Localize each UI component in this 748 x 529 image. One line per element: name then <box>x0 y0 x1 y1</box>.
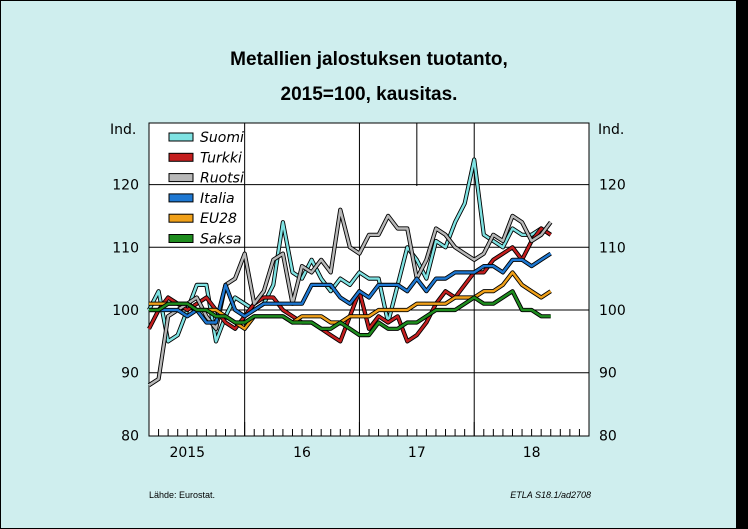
axis-labels: 80 80 90 90 100 100 110 110 120 120 2015 16 17 18 <box>112 178 625 461</box>
credit-note: ETLA S18.1/ad2708 <box>510 490 591 500</box>
legend-swatch <box>168 193 194 203</box>
series-line <box>147 158 552 343</box>
legend-swatch <box>168 152 194 162</box>
x-year-label: 17 <box>408 445 426 461</box>
y-tick-left: 120 <box>112 178 139 194</box>
legend-label: Ruotsi <box>200 171 244 187</box>
chart-title: Metallien jalostuksen tuotanto, <box>230 49 508 70</box>
legend-label: Italia <box>200 191 235 207</box>
chart-frame: Metallien jalostuksen tuotanto, 2015=100… <box>1 1 736 528</box>
series-line <box>149 290 551 337</box>
y-tick-right: 110 <box>599 240 626 256</box>
series-line <box>148 208 552 387</box>
series-suomi <box>147 157 552 344</box>
y-tick-left: 100 <box>112 303 139 319</box>
legend-label: EU28 <box>200 211 237 227</box>
right-axis-unit: Ind. <box>598 122 624 138</box>
legend-item-italia: Italia <box>168 191 235 207</box>
legend-label: Suomi <box>200 130 244 146</box>
legend-label: Saksa <box>200 232 241 248</box>
y-tick-left: 90 <box>121 366 139 382</box>
series-line <box>149 252 552 324</box>
legend-label: Turkki <box>200 150 242 166</box>
legend-swatch <box>168 132 194 142</box>
series-italia <box>149 251 552 325</box>
y-tick-right: 100 <box>599 303 626 319</box>
grid-lines <box>149 123 589 436</box>
x-year-label: 2015 <box>169 445 205 461</box>
legend-item-suomi: Suomi <box>168 130 244 146</box>
legend-item-saksa: Saksa <box>168 232 241 248</box>
legend-item-ruotsi: Ruotsi <box>168 171 244 187</box>
chart-subtitle: 2015=100, kausitas. <box>281 84 458 105</box>
y-tick-right: 120 <box>599 178 626 194</box>
x-year-label: 16 <box>293 445 311 461</box>
source-note: Lähde: Eurostat. <box>149 490 215 500</box>
y-tick-right: 80 <box>599 428 617 444</box>
series-eu28 <box>149 270 552 331</box>
axis-ticks <box>148 422 590 436</box>
x-year-label: 18 <box>523 445 541 461</box>
legend: Suomi Turkki Ruotsi Italia EU28 Saksa <box>168 130 244 248</box>
left-axis-unit: Ind. <box>110 122 136 138</box>
legend-item-turkki: Turkki <box>168 150 242 166</box>
series-saksa <box>149 289 551 338</box>
series-lines <box>147 157 553 387</box>
series-ruotsi <box>147 207 553 387</box>
y-tick-right: 90 <box>599 366 617 382</box>
legend-swatch <box>168 213 194 223</box>
legend-swatch <box>168 234 194 243</box>
y-tick-left: 80 <box>121 428 139 444</box>
y-tick-left: 110 <box>112 240 139 256</box>
series-line <box>149 271 552 330</box>
legend-swatch <box>168 173 194 183</box>
legend-item-eu28: EU28 <box>168 211 237 227</box>
